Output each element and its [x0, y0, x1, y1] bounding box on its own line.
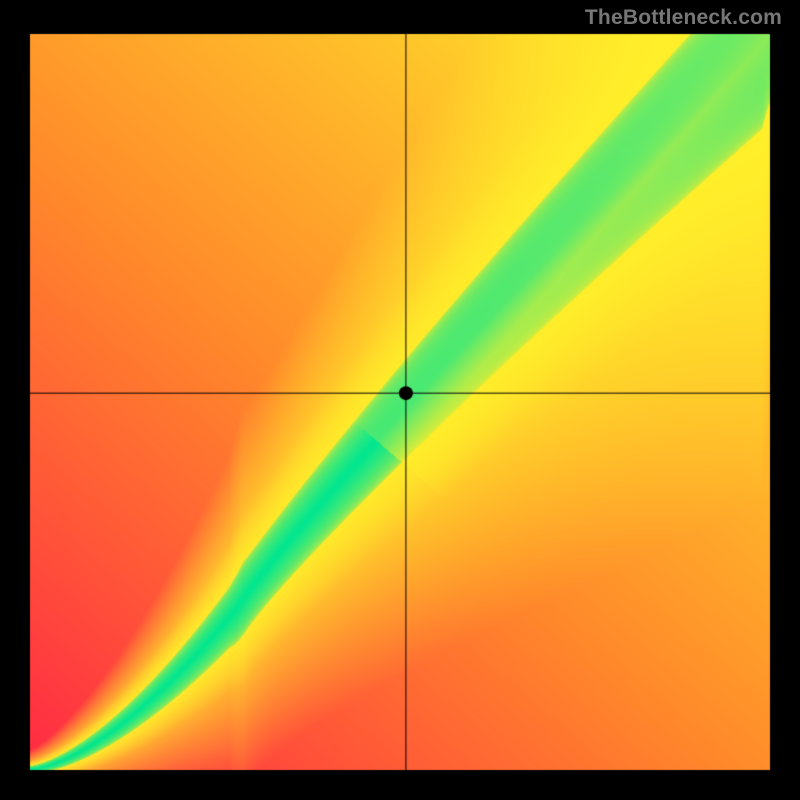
watermark-text: TheBottleneck.com: [585, 6, 782, 30]
bottleneck-heatmap: [0, 0, 800, 800]
chart-container: TheBottleneck.com: [0, 0, 800, 800]
